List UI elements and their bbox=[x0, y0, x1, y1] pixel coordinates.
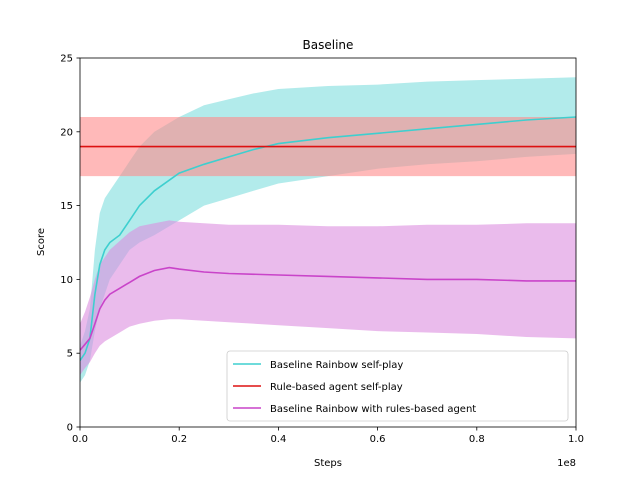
axes-frame bbox=[79, 57, 577, 428]
x-tick-label: 0.2 bbox=[171, 434, 187, 445]
legend-entry: Baseline Rainbow self-play bbox=[270, 360, 403, 371]
plot-area bbox=[80, 77, 576, 383]
legend-entry: Baseline Rainbow with rules-based agent bbox=[270, 404, 476, 415]
x-tick-label: 0.8 bbox=[469, 434, 485, 445]
x-tick-label: 1.0 bbox=[568, 434, 584, 445]
x-tick-label: 0.6 bbox=[370, 434, 386, 445]
x-axis-label: Steps bbox=[314, 458, 342, 469]
y-tick-label: 5 bbox=[67, 349, 73, 360]
chart-title: Baseline bbox=[303, 38, 354, 52]
series-line-3 bbox=[80, 266, 576, 351]
y-tick-label: 20 bbox=[60, 127, 73, 138]
series-band-3 bbox=[80, 220, 576, 376]
x-tick-label: 0.4 bbox=[270, 434, 286, 445]
y-tick-label: 0 bbox=[67, 423, 73, 434]
y-tick-label: 10 bbox=[60, 275, 73, 286]
legend: Baseline Rainbow self-play Rule-based age… bbox=[226, 350, 569, 422]
y-axis-label: Score bbox=[36, 228, 47, 256]
series-line-1 bbox=[80, 116, 576, 362]
x-tick-label: 0.0 bbox=[72, 434, 88, 445]
x-offset-label: 1e8 bbox=[557, 458, 576, 469]
legend-entry: Rule-based agent self-play bbox=[270, 382, 403, 393]
y-tick-label: 25 bbox=[60, 54, 73, 65]
y-tick-label: 15 bbox=[60, 201, 73, 212]
legend-box bbox=[226, 350, 569, 422]
